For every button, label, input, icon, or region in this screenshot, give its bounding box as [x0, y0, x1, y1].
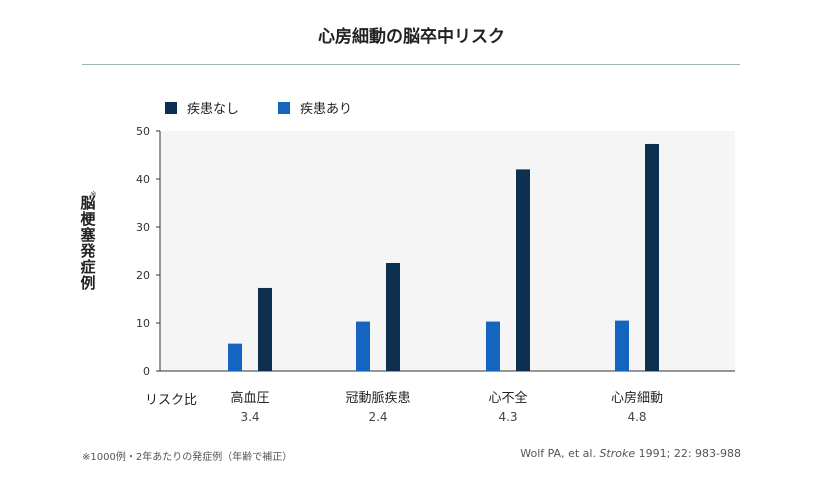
legend-item-with-disease: 疾患あり — [278, 98, 352, 117]
risk-ratio-value: 3.4 — [240, 410, 259, 424]
bar-no-disease — [258, 287, 272, 371]
risk-ratio-value: 4.3 — [498, 410, 517, 424]
y-tick-label: 50 — [136, 125, 150, 138]
y-tick-label: 20 — [136, 269, 150, 282]
category-label: 心不全 — [488, 390, 527, 406]
category-label: 高血圧 — [230, 390, 269, 406]
risk-ratio-value: 4.8 — [627, 410, 646, 424]
footnote: ※1000例・2年あたりの発症例（年齢で補正） — [82, 452, 293, 463]
citation: Wolf PA, et al. Stroke 1991; 22: 983-988 — [520, 447, 741, 460]
y-axis-title-text: 脳梗塞発症例 — [80, 194, 96, 292]
bar-with-disease — [356, 321, 370, 371]
legend-swatch-no-disease — [165, 101, 177, 114]
citation-authors: Wolf PA, et al. — [520, 447, 596, 460]
bar-no-disease — [645, 143, 659, 371]
bar-with-disease — [615, 320, 629, 371]
y-axis-title-note: ※ — [90, 190, 97, 199]
y-tick-label: 30 — [136, 221, 150, 234]
chart-title: 心房細動の脳卒中リスク — [318, 27, 505, 47]
plot-area — [160, 131, 735, 371]
legend-label-with-disease: 疾患あり — [300, 102, 353, 117]
citation-details: 1991; 22: 983-988 — [638, 447, 741, 460]
risk-ratio-label: リスク比 — [145, 393, 198, 408]
legend-label-no-disease: 疾患なし — [187, 102, 240, 117]
bar-no-disease — [386, 263, 400, 371]
title-divider — [82, 64, 740, 65]
legend-swatch-with-disease — [278, 101, 290, 114]
bar-with-disease — [228, 343, 242, 371]
bar-no-disease — [516, 169, 530, 371]
y-tick-label: 40 — [136, 173, 150, 186]
category-label: 冠動脈疾患 — [345, 391, 410, 406]
risk-ratio-value: 2.4 — [368, 410, 387, 424]
bar-with-disease — [486, 321, 500, 371]
legend-item-no-disease: 疾患なし — [165, 98, 239, 117]
y-tick-label: 10 — [136, 317, 150, 330]
y-tick-label: 0 — [143, 365, 150, 378]
category-label: 心房細動 — [611, 390, 663, 406]
y-axis-title: ※ 脳梗塞発症例 — [78, 190, 98, 292]
citation-journal: Stroke — [599, 447, 636, 460]
